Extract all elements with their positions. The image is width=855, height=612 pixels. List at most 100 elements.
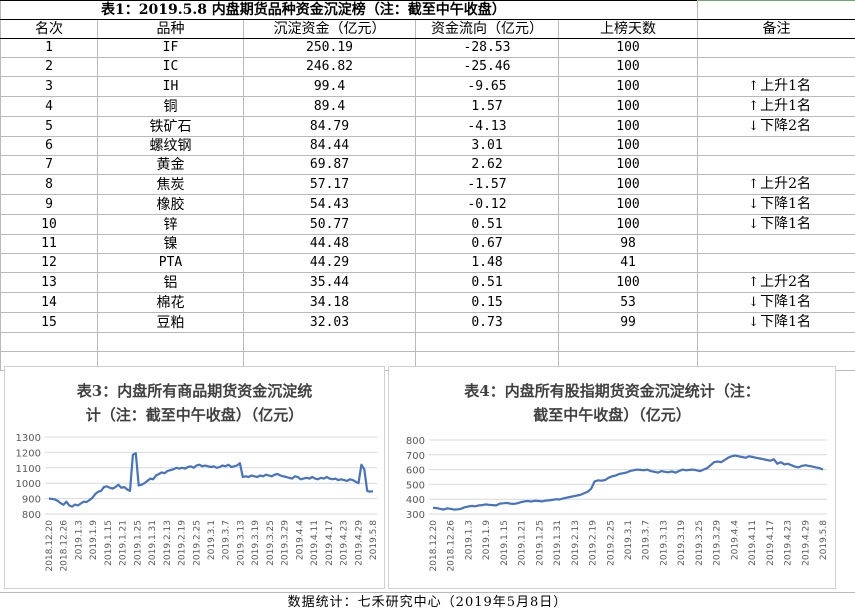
x-tick-label: 2019.1.3 [464, 520, 474, 560]
cell-name[interactable]: 螺纹钢 [98, 137, 244, 156]
cell-note[interactable] [698, 156, 855, 175]
cell-note[interactable] [698, 235, 855, 254]
cell-flow[interactable]: 0.15 [416, 293, 559, 313]
cell-days[interactable]: 100 [559, 77, 698, 97]
cell-note[interactable]: ↑上升1名 [698, 97, 855, 117]
selected-cell[interactable] [698, 1, 855, 20]
cell-note[interactable]: ↓下降1名 [698, 293, 855, 313]
cell-fund[interactable]: 246.82 [244, 58, 416, 77]
cell-flow[interactable]: -1.57 [416, 175, 559, 195]
cell-note[interactable] [698, 39, 855, 58]
cell-note[interactable]: ↓下降1名 [698, 313, 855, 333]
cell-flow[interactable]: -28.53 [416, 39, 559, 58]
cell-flow[interactable]: 0.67 [416, 235, 559, 254]
cell-rank[interactable]: 12 [1, 254, 98, 273]
cell-rank[interactable]: 9 [1, 195, 98, 215]
cell-flow[interactable]: -0.12 [416, 195, 559, 215]
x-tick-label: 2019.4.11 [310, 520, 320, 566]
cell-name[interactable]: 铁矿石 [98, 117, 244, 137]
cell-days[interactable]: 100 [559, 273, 698, 293]
cell-note[interactable]: ↓下降1名 [698, 195, 855, 215]
cell-fund[interactable]: 50.77 [244, 215, 416, 235]
cell-fund[interactable]: 84.44 [244, 137, 416, 156]
cell-rank[interactable]: 10 [1, 215, 98, 235]
cell-note[interactable] [698, 58, 855, 77]
cell-flow[interactable]: 0.73 [416, 313, 559, 333]
cell-name[interactable]: 豆粕 [98, 313, 244, 333]
cell-note[interactable]: ↑上升2名 [698, 175, 855, 195]
cell-note[interactable]: ↑上升1名 [698, 77, 855, 97]
cell-note[interactable]: ↓下降1名 [698, 215, 855, 235]
cell-fund[interactable]: 57.17 [244, 175, 416, 195]
cell-flow[interactable]: 0.51 [416, 273, 559, 293]
cell-fund[interactable]: 89.4 [244, 97, 416, 117]
cell-name[interactable]: 黄金 [98, 156, 244, 175]
cell-days[interactable]: 100 [559, 137, 698, 156]
cell-fund[interactable]: 99.4 [244, 77, 416, 97]
cell-fund[interactable]: 32.03 [244, 313, 416, 333]
cell-days[interactable]: 100 [559, 156, 698, 175]
cell-flow[interactable]: -25.46 [416, 58, 559, 77]
cell-note[interactable]: ↑上升2名 [698, 273, 855, 293]
cell-fund[interactable]: 44.29 [244, 254, 416, 273]
cell-flow[interactable]: 0.51 [416, 215, 559, 235]
cell-rank[interactable]: 7 [1, 156, 98, 175]
cell-days[interactable]: 99 [559, 313, 698, 333]
cell-name[interactable]: IF [98, 39, 244, 58]
cell-rank[interactable]: 5 [1, 117, 98, 137]
cell-rank[interactable]: 4 [1, 97, 98, 117]
cell-days[interactable]: 100 [559, 215, 698, 235]
cell-fund[interactable]: 54.43 [244, 195, 416, 215]
cell-name[interactable]: 镍 [98, 235, 244, 254]
cell-rank[interactable]: 13 [1, 273, 98, 293]
cell-days[interactable]: 100 [559, 117, 698, 137]
x-tick-label: 2019.5.8 [819, 520, 829, 560]
cell-days[interactable]: 53 [559, 293, 698, 313]
cell-fund[interactable]: 250.19 [244, 39, 416, 58]
cell-name[interactable]: 焦炭 [98, 175, 244, 195]
cell-days[interactable]: 100 [559, 58, 698, 77]
cell-fund[interactable]: 69.87 [244, 156, 416, 175]
cell-rank[interactable]: 8 [1, 175, 98, 195]
cell-fund[interactable]: 84.79 [244, 117, 416, 137]
cell-days[interactable]: 100 [559, 195, 698, 215]
cell-name[interactable]: IH [98, 77, 244, 97]
cell-name[interactable]: PTA [98, 254, 244, 273]
cell-note[interactable]: ↓下降2名 [698, 117, 855, 137]
cell-name[interactable]: 橡胶 [98, 195, 244, 215]
cell-note[interactable] [698, 254, 855, 273]
cell-note[interactable] [698, 137, 855, 156]
cell-rank[interactable]: 14 [1, 293, 98, 313]
cell-days[interactable]: 41 [559, 254, 698, 273]
cell-name[interactable]: 铜 [98, 97, 244, 117]
cell-rank[interactable]: 2 [1, 58, 98, 77]
cell-rank[interactable]: 1 [1, 39, 98, 58]
cell-name[interactable]: 锌 [98, 215, 244, 235]
cell-rank[interactable]: 11 [1, 235, 98, 254]
cell-rank[interactable]: 3 [1, 77, 98, 97]
cell-flow[interactable]: -4.13 [416, 117, 559, 137]
cell-fund[interactable]: 35.44 [244, 273, 416, 293]
cell-flow[interactable]: -9.65 [416, 77, 559, 97]
cell-fund[interactable]: 34.18 [244, 293, 416, 313]
cell-flow[interactable]: 1.48 [416, 254, 559, 273]
cell-name[interactable]: IC [98, 58, 244, 77]
cell-name[interactable]: 铝 [98, 273, 244, 293]
cell-fund[interactable]: 44.48 [244, 235, 416, 254]
cell-rank[interactable]: 15 [1, 313, 98, 333]
cell-flow[interactable]: 3.01 [416, 137, 559, 156]
x-tick-label: 2019.4.23 [784, 520, 794, 566]
cell-flow[interactable]: 1.57 [416, 97, 559, 117]
cell-flow[interactable]: 2.62 [416, 156, 559, 175]
ranking-table: 表1：2019.5.8 内盘期货品种资金沉淀榜（注：截至中午收盘） 名次 品种 … [0, 0, 855, 371]
cell-days[interactable]: 100 [559, 39, 698, 58]
cell-days[interactable]: 100 [559, 97, 698, 117]
cell-days[interactable]: 100 [559, 175, 698, 195]
cell-rank[interactable]: 6 [1, 137, 98, 156]
cell-name[interactable]: 棉花 [98, 293, 244, 313]
cell-days[interactable]: 98 [559, 235, 698, 254]
